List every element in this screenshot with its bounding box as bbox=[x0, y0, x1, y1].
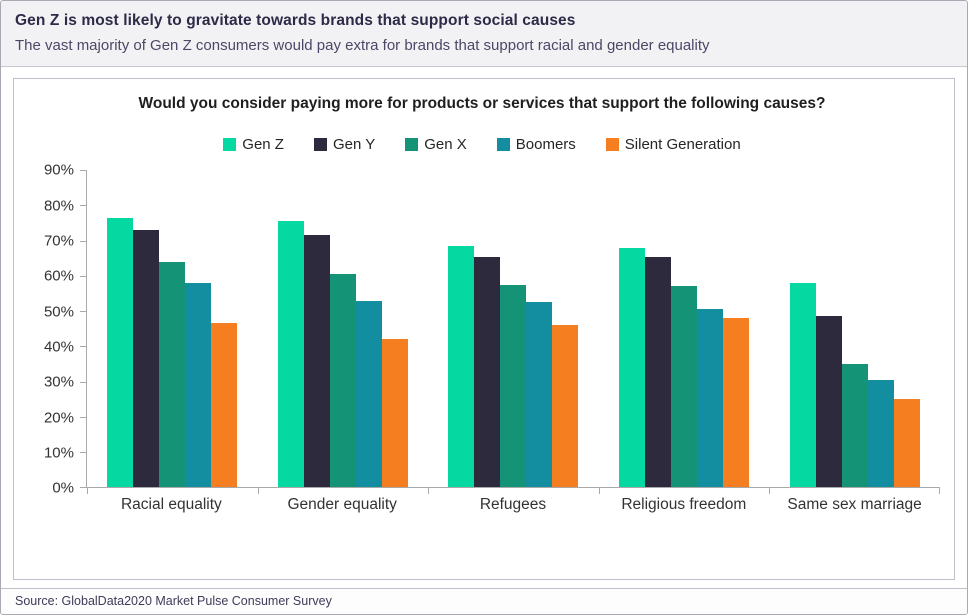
y-axis-tick-label: 30% bbox=[43, 373, 74, 391]
x-axis-tick bbox=[769, 487, 771, 495]
legend-label: Gen Y bbox=[332, 136, 376, 154]
bar-gen-y-gender-equality bbox=[303, 235, 330, 488]
source-footer: Source: GlobalData2020 Market Pulse Cons… bbox=[1, 588, 967, 614]
y-axis-tick-label: 90% bbox=[43, 161, 74, 179]
page-subtitle: The vast majority of Gen Z consumers wou… bbox=[15, 37, 710, 54]
bar-silent-generation-religious-freedom bbox=[723, 318, 750, 488]
y-axis-tick-label: 10% bbox=[43, 444, 74, 462]
legend-swatch-icon bbox=[605, 138, 619, 152]
y-axis-tick bbox=[80, 205, 87, 207]
y-axis-tick bbox=[80, 416, 87, 418]
y-axis-tick bbox=[80, 311, 87, 313]
x-axis-category-label: Racial equality bbox=[120, 496, 222, 514]
bar-boomers-gender-equality bbox=[355, 300, 382, 488]
bar-silent-generation-gender-equality bbox=[381, 339, 408, 488]
chart-panel: Would you consider paying more for produ… bbox=[13, 78, 955, 580]
x-axis-tick bbox=[939, 487, 940, 495]
y-axis-tick bbox=[80, 452, 87, 454]
legend-swatch-icon bbox=[223, 138, 237, 152]
bar-silent-generation-racial-equality bbox=[211, 323, 238, 488]
legend-item-gen-x: Gen X bbox=[405, 136, 467, 153]
y-axis-tick-label: 60% bbox=[43, 267, 74, 285]
x-axis-labels: Racial equality Gender equality Refugees Re… bbox=[86, 496, 940, 514]
legend-label: Gen Z bbox=[242, 136, 284, 154]
legend-swatch-icon bbox=[313, 138, 327, 152]
y-axis-tick-label: 40% bbox=[43, 338, 74, 356]
legend-label: Gen X bbox=[424, 136, 467, 154]
bar-boomers-refugees bbox=[526, 302, 553, 488]
x-axis-category-label: Religious freedom bbox=[621, 496, 747, 514]
x-axis-category-label: Refugees bbox=[479, 496, 547, 514]
bar-boomers-same-sex-marriage bbox=[867, 379, 894, 488]
y-axis-tick bbox=[80, 487, 87, 489]
bar-gen-y-religious-freedom bbox=[645, 256, 672, 488]
x-axis-tick bbox=[428, 487, 430, 495]
bar-gen-x-racial-equality bbox=[159, 261, 186, 488]
y-axis-tick bbox=[80, 275, 87, 277]
header: Gen Z is most likely to gravitate toward… bbox=[1, 1, 967, 67]
bar-gen-y-same-sex-marriage bbox=[815, 316, 842, 488]
legend-item-gen-y: Gen Y bbox=[313, 136, 376, 154]
y-axis-tick-label: 20% bbox=[43, 409, 74, 427]
x-axis-tick bbox=[598, 487, 600, 495]
bar-gen-z-racial-equality bbox=[107, 217, 134, 488]
bar-gen-y-racial-equality bbox=[133, 230, 160, 488]
bar-group-gender-equality bbox=[258, 170, 429, 488]
legend-label: Boomers bbox=[515, 136, 576, 154]
bar-gen-x-religious-freedom bbox=[671, 286, 698, 488]
y-axis-tick-label: 50% bbox=[43, 303, 74, 321]
chart-section: Would you consider paying more for produ… bbox=[1, 67, 967, 588]
bar-gen-x-refugees bbox=[500, 284, 527, 488]
x-axis-tick bbox=[87, 487, 88, 495]
bar-group-same-sex-marriage bbox=[769, 170, 940, 488]
y-axis-tick bbox=[80, 346, 87, 348]
bar-group-racial-equality bbox=[87, 170, 258, 488]
bar-gen-x-same-sex-marriage bbox=[841, 363, 868, 488]
legend-item-boomers: Boomers bbox=[496, 136, 576, 154]
x-axis-category-label: Gender equality bbox=[287, 496, 397, 514]
bar-group-religious-freedom bbox=[599, 170, 770, 488]
bar-boomers-religious-freedom bbox=[697, 309, 724, 488]
chart-title: Would you consider paying more for produ… bbox=[138, 95, 826, 112]
y-axis-tick-label: 0% bbox=[52, 479, 74, 497]
bar-gen-z-religious-freedom bbox=[619, 247, 646, 488]
y-axis-tick-label: 70% bbox=[43, 232, 74, 250]
legend-label: Silent Generation bbox=[624, 136, 741, 154]
y-axis-tick bbox=[80, 240, 87, 242]
y-axis-labels: 90% 80% 70% 60% 50% 40% 30% 20% 10% 0% bbox=[24, 162, 86, 497]
bar-silent-generation-refugees bbox=[552, 325, 579, 488]
page-title: Gen Z is most likely to gravitate toward… bbox=[15, 12, 576, 29]
y-axis-tick bbox=[80, 170, 87, 172]
y-axis-tick bbox=[80, 381, 87, 383]
legend-item-gen-z: Gen Z bbox=[223, 136, 284, 153]
y-axis-tick-label: 80% bbox=[43, 197, 74, 215]
bar-group-refugees bbox=[428, 170, 599, 488]
bar-boomers-racial-equality bbox=[185, 282, 212, 488]
chart-legend: Gen Z Gen Y Gen X Boomers Silent Generation bbox=[24, 136, 940, 153]
bar-gen-x-gender-equality bbox=[329, 274, 356, 488]
legend-swatch-icon bbox=[496, 138, 510, 152]
bar-gen-z-same-sex-marriage bbox=[789, 282, 816, 488]
bar-gen-z-gender-equality bbox=[277, 221, 304, 488]
x-axis-category-label: Same sex marriage bbox=[787, 496, 922, 514]
bar-gen-z-refugees bbox=[448, 245, 475, 488]
bar-silent-generation-same-sex-marriage bbox=[893, 399, 920, 488]
plot-row: 90% 80% 70% 60% 50% 40% 30% 20% 10% 0% bbox=[24, 162, 940, 497]
plot-area bbox=[80, 170, 940, 495]
x-axis-tick bbox=[257, 487, 259, 495]
legend-item-silent-generation: Silent Generation bbox=[605, 136, 741, 154]
bar-gen-y-refugees bbox=[474, 256, 501, 488]
source-text: Source: GlobalData2020 Market Pulse Cons… bbox=[15, 594, 332, 608]
legend-swatch-icon bbox=[405, 138, 419, 152]
